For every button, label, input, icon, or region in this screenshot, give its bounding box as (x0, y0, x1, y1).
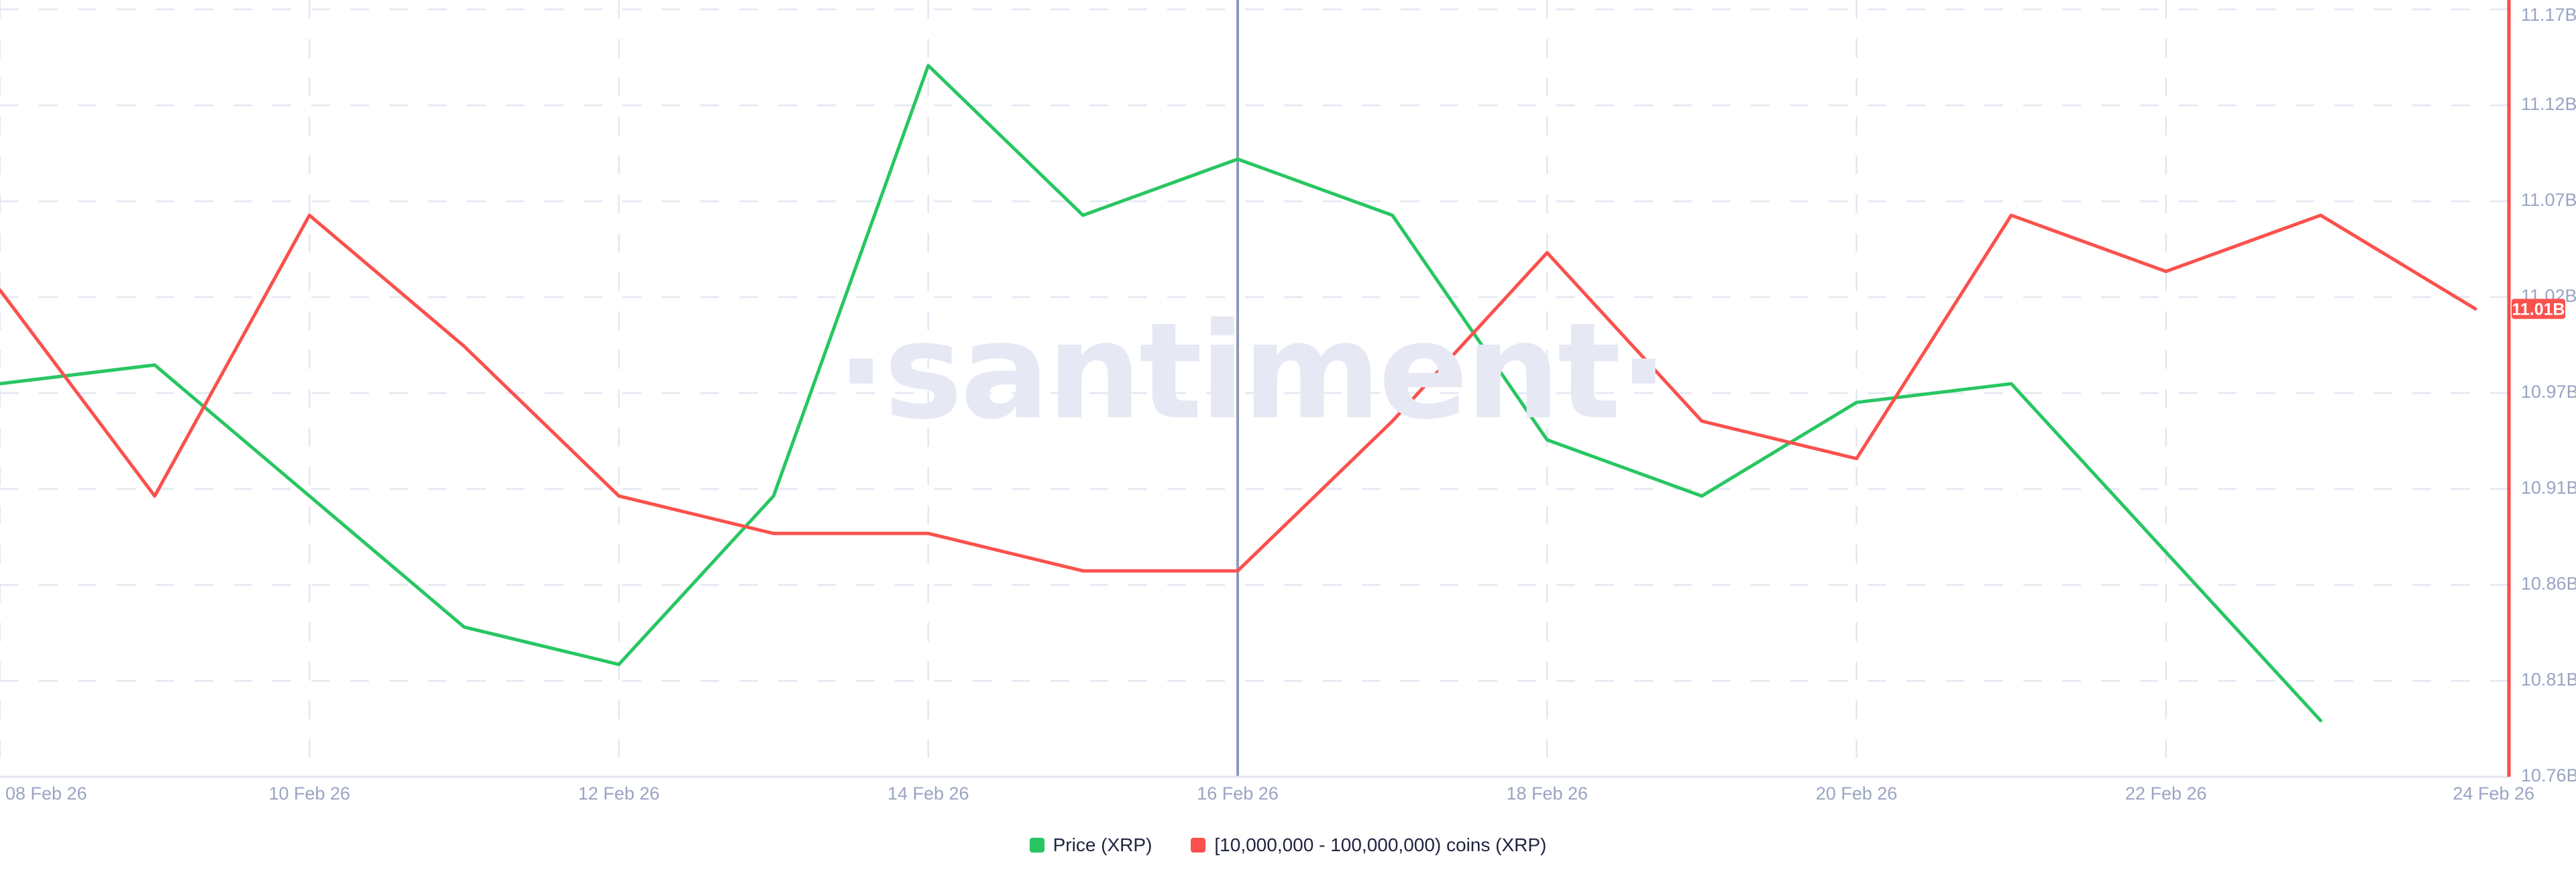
x-tick-label: 10 Feb 26 (268, 783, 350, 804)
y-tick-label: 10.86B (2521, 574, 2576, 594)
x-tick-label: 12 Feb 26 (578, 783, 660, 804)
price-legend-swatch-icon (1029, 838, 1044, 853)
x-tick-label: 16 Feb 26 (1197, 783, 1279, 804)
y-tick-label: 11.17B (2521, 5, 2576, 25)
x-tick-label: 22 Feb 26 (2125, 783, 2207, 804)
legend-label-supply-bucket: [10,000,000 - 100,000,000) coins (XRP) (1214, 834, 1547, 855)
x-tick-label: 14 Feb 26 (888, 783, 969, 804)
y-tick-label: 10.76B (2521, 765, 2576, 785)
supply-legend-swatch-icon (1191, 838, 1206, 853)
y-tick-label: 10.97B (2521, 382, 2576, 402)
legend-label-price: Price (XRP) (1053, 834, 1152, 855)
x-tick-label: 08 Feb 26 (5, 783, 87, 804)
svg-text:11.01B: 11.01B (2512, 300, 2565, 319)
y-tick-label: 10.81B (2521, 669, 2576, 690)
legend-item-supply-bucket[interactable]: [10,000,000 - 100,000,000) coins (XRP) (1191, 836, 1546, 855)
current-value-badge: 11.01B (2512, 298, 2565, 319)
y-tick-label: 11.12B (2521, 94, 2576, 114)
x-tick-label: 20 Feb 26 (1816, 783, 1898, 804)
y-tick-label: 11.07B (2521, 190, 2576, 210)
series-line-price[interactable] (0, 64, 2322, 722)
chart-legend: Price (XRP) [10,000,000 - 100,000,000) c… (0, 836, 2576, 855)
series-line-supply[interactable] (0, 213, 2477, 573)
legend-item-price[interactable]: Price (XRP) (1029, 834, 1152, 855)
x-tick-label: 18 Feb 26 (1506, 783, 1588, 804)
y-tick-label: 10.91B (2521, 478, 2576, 498)
x-tick-label: 24 Feb 26 (2453, 783, 2534, 804)
